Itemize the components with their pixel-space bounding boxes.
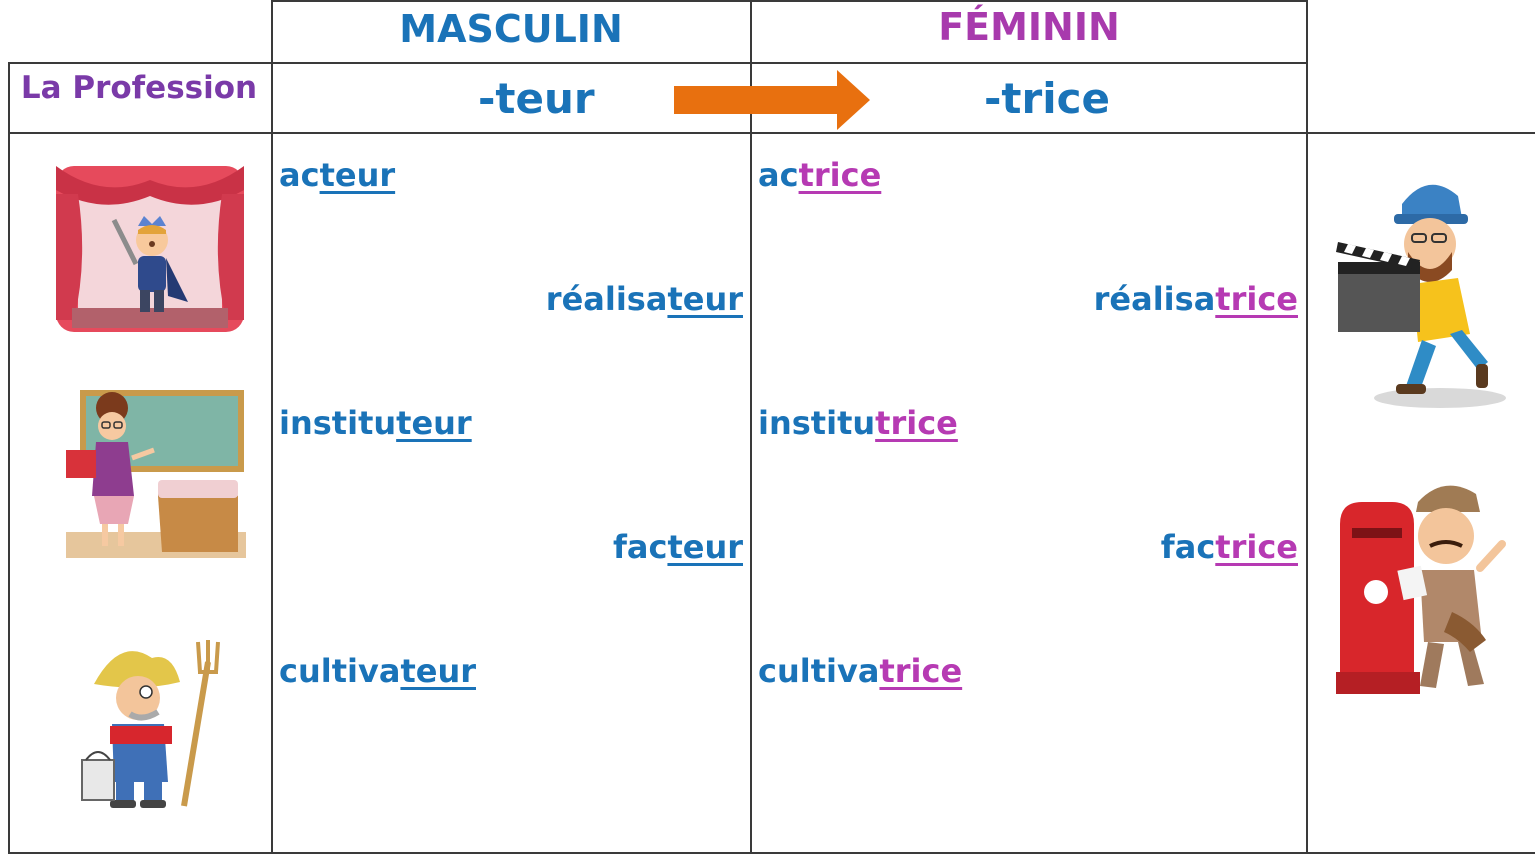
masculine-suffix: -teur <box>478 74 595 123</box>
feminine-header: FÉMININ <box>938 5 1120 49</box>
header-divider <box>8 62 1308 64</box>
masc-word-facteur: facteur <box>612 528 743 566</box>
mail-carrier-icon <box>1336 485 1506 694</box>
feminine-suffix: -trice <box>984 74 1110 123</box>
right-arrow-icon <box>674 70 870 130</box>
theater-actor-icon <box>56 166 244 332</box>
subheader-divider <box>8 132 1535 134</box>
bottom-border <box>8 852 1535 854</box>
farmer-icon <box>81 640 220 808</box>
col-divider-2 <box>750 0 752 854</box>
profession-label: La Profession <box>20 70 258 106</box>
fem-word-factrice: factrice <box>1160 528 1298 566</box>
masculine-header: MASCULIN <box>399 7 623 51</box>
fem-word-actrice: actrice <box>758 156 882 194</box>
fem-word-realisatrice: réalisatrice <box>1093 280 1298 318</box>
teacher-icon <box>66 390 246 558</box>
col-divider-3 <box>1306 0 1308 854</box>
masc-word-acteur: acteur <box>279 156 396 194</box>
masc-word-realisateur: réalisateur <box>545 280 743 318</box>
fem-word-institutrice: institutrice <box>758 404 958 442</box>
left-border <box>8 62 10 854</box>
fem-word-cultivatrice: cultivatrice <box>758 652 963 690</box>
masc-word-cultivateur: cultivateur <box>279 652 476 690</box>
masc-word-instituteur: instituteur <box>279 404 472 442</box>
film-director-icon <box>1336 184 1506 408</box>
top-border <box>272 0 1308 2</box>
col-divider-1 <box>271 0 273 854</box>
